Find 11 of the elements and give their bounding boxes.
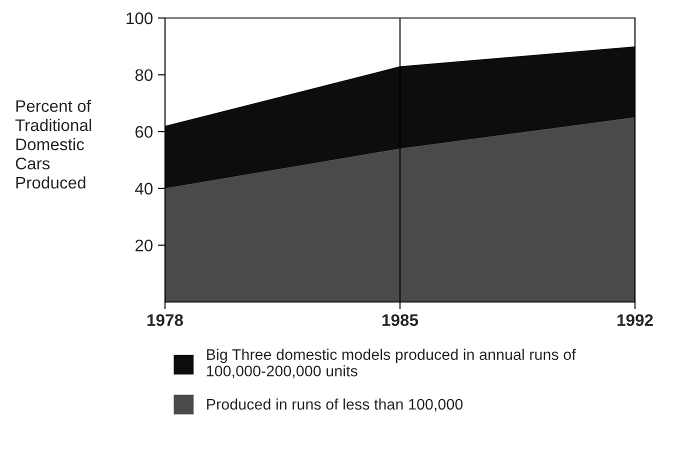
y-axis-title: Percent of Traditional Domestic Cars Produced [15, 100, 92, 189]
y-tick-label: 60 [136, 126, 153, 138]
y-tick-label: 80 [135, 69, 153, 82]
x-tick-label: 1978 [148, 314, 184, 326]
legend-label: Big Three domestic models produced in annual runs of 100,000-200,000 units [207, 348, 576, 378]
x-tick-label: 1992 [618, 314, 653, 326]
legend-label: Produced in runs of less than 100,000 [207, 398, 463, 412]
x-tick-label: 1985 [382, 314, 418, 326]
y-tick-label: 40 [135, 182, 153, 195]
y-tick-label: 100 [126, 12, 153, 24]
y-tick-label: 20 [135, 240, 153, 252]
